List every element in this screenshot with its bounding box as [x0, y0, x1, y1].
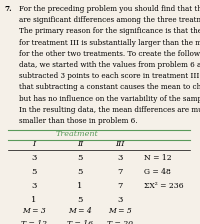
Text: data, we started with the values from problem 6 and: data, we started with the values from pr… — [19, 61, 200, 69]
Text: but has no influence on the variability of the sample.: but has no influence on the variability … — [19, 95, 200, 103]
Text: 5: 5 — [77, 196, 83, 204]
Text: 7.: 7. — [4, 5, 12, 13]
Text: 3: 3 — [117, 196, 123, 204]
Text: for treatment III is substantially larger than the means: for treatment III is substantially large… — [19, 39, 200, 47]
Text: T = 20: T = 20 — [107, 220, 133, 224]
Text: smaller than those in problem 6.: smaller than those in problem 6. — [19, 117, 138, 125]
Text: 1: 1 — [77, 182, 83, 190]
Text: that subtracting a constant causes the mean to change: that subtracting a constant causes the m… — [19, 83, 200, 91]
Text: II: II — [77, 140, 83, 149]
Text: 3: 3 — [117, 154, 123, 162]
Text: T = 16: T = 16 — [67, 220, 93, 224]
Text: In the resulting data, the mean differences are much: In the resulting data, the mean differen… — [19, 106, 200, 114]
Text: 7: 7 — [117, 168, 123, 176]
Text: 7: 7 — [117, 182, 123, 190]
Text: T = 12: T = 12 — [21, 220, 47, 224]
Text: III: III — [115, 140, 125, 149]
Text: N = 12: N = 12 — [144, 154, 172, 162]
Text: 3: 3 — [31, 182, 37, 190]
Text: The primary reason for the significance is that the mean: The primary reason for the significance … — [19, 27, 200, 35]
Text: 5: 5 — [31, 168, 37, 176]
Text: 1: 1 — [31, 196, 37, 204]
Text: M = 4: M = 4 — [68, 207, 92, 215]
Text: ΣX² = 236: ΣX² = 236 — [144, 182, 184, 190]
Text: 5: 5 — [77, 154, 83, 162]
Text: I: I — [32, 140, 36, 149]
Text: M = 3: M = 3 — [22, 207, 46, 215]
Text: G = 48: G = 48 — [144, 168, 171, 176]
Text: 5: 5 — [77, 168, 83, 176]
Text: 3: 3 — [31, 154, 37, 162]
Text: for the other two treatments. To create the following: for the other two treatments. To create … — [19, 50, 200, 58]
Text: For the preceding problem you should find that there: For the preceding problem you should fin… — [19, 5, 200, 13]
Text: M = 5: M = 5 — [108, 207, 132, 215]
Text: are significant differences among the three treatments.: are significant differences among the th… — [19, 16, 200, 24]
Text: Treatment: Treatment — [56, 130, 98, 138]
Text: subtracted 3 points to each score in treatment III. Notice: subtracted 3 points to each score in tre… — [19, 72, 200, 80]
